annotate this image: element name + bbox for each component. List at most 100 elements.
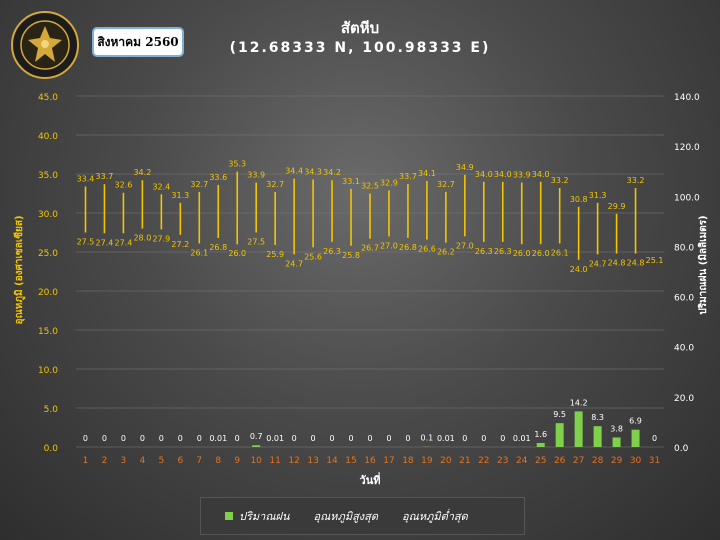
rain-value-label: 0 xyxy=(102,434,107,443)
x-tick-label: 23 xyxy=(497,456,508,466)
max-temp-label: 33.1 xyxy=(342,177,360,186)
rain-value-label: 0 xyxy=(311,434,316,443)
rain-value-label: 3.8 xyxy=(610,424,623,433)
min-temp-label: 25.6 xyxy=(304,252,322,261)
legend-rain-label: ปริมาณฝน xyxy=(239,510,290,523)
min-temp-label: 27.2 xyxy=(171,240,189,249)
rain-value-label: 0 xyxy=(367,434,372,443)
rain-swatch xyxy=(225,512,233,520)
min-temp-label: 25.1 xyxy=(646,256,664,265)
legend-max-label: อุณหภูมิสูงสุด xyxy=(313,510,379,523)
max-temp-label: 33.7 xyxy=(399,172,417,181)
rain-value-label: 0 xyxy=(121,434,126,443)
x-tick-label: 7 xyxy=(196,456,202,466)
y-left-tick-label: 40.0 xyxy=(38,132,58,142)
rain-value-label: 0.7 xyxy=(250,432,263,441)
max-temp-label: 33.4 xyxy=(77,174,95,183)
x-tick-label: 31 xyxy=(649,456,660,466)
min-temp-label: 25.8 xyxy=(342,251,360,260)
min-temp-label: 26.3 xyxy=(475,247,493,256)
x-tick-label: 26 xyxy=(554,456,566,466)
min-temp-label: 25.9 xyxy=(266,250,284,259)
max-temp-label: 32.4 xyxy=(152,182,170,191)
max-temp-label: 32.7 xyxy=(266,180,284,189)
rain-value-label: 0.01 xyxy=(266,434,284,443)
rain-bar xyxy=(574,411,583,447)
min-temp-label: 24.8 xyxy=(627,259,645,268)
rain-value-label: 0 xyxy=(405,434,410,443)
rain-value-label: 0 xyxy=(197,434,202,443)
legend-min-label: อุณหภูมิต่ำสุด xyxy=(402,510,468,523)
min-temp-label: 26.6 xyxy=(418,245,436,254)
min-temp-label: 24.7 xyxy=(589,259,607,268)
rain-value-label: 0 xyxy=(140,434,145,443)
max-temp-label: 30.8 xyxy=(570,195,588,204)
max-temp-label: 34.9 xyxy=(456,163,474,172)
max-temp-label: 34.3 xyxy=(304,167,322,176)
x-tick-label: 3 xyxy=(121,456,127,466)
x-tick-label: 13 xyxy=(307,456,318,466)
y-left-tick-label: 30.0 xyxy=(38,210,58,220)
max-temp-label: 33.7 xyxy=(96,172,114,181)
legend-min-temp: อุณหภูมิต่ำสุด xyxy=(402,507,468,525)
max-temp-label: 34.2 xyxy=(133,168,151,177)
min-temp-label: 26.3 xyxy=(323,247,341,256)
max-temp-label: 35.3 xyxy=(228,160,246,169)
max-temp-label: 34.0 xyxy=(475,170,493,179)
x-tick-label: 29 xyxy=(611,456,623,466)
rain-value-label: 0 xyxy=(348,434,353,443)
x-axis-title: วันที่ xyxy=(360,472,381,487)
max-temp-label: 33.6 xyxy=(209,173,227,182)
x-tick-label: 2 xyxy=(102,456,108,466)
legend-rain: ปริมาณฝน xyxy=(225,507,290,525)
max-temp-label: 32.9 xyxy=(380,178,398,187)
x-tick-label: 16 xyxy=(364,456,376,466)
min-temp-label: 28.0 xyxy=(133,234,151,243)
rain-value-label: 0.01 xyxy=(513,434,531,443)
x-tick-label: 1 xyxy=(83,456,89,466)
min-temp-label: 26.2 xyxy=(437,248,455,257)
y-right-tick-label: 20.0 xyxy=(674,394,694,404)
x-tick-label: 30 xyxy=(630,456,642,466)
meteorological-department-logo xyxy=(11,11,79,79)
y-left-tick-label: 45.0 xyxy=(38,93,58,103)
rain-value-label: 0 xyxy=(500,434,505,443)
min-temp-label: 26.7 xyxy=(361,244,379,253)
y-right-tick-label: 0.0 xyxy=(674,444,689,454)
rain-bar xyxy=(593,426,602,447)
rain-value-label: 14.2 xyxy=(570,398,588,407)
x-tick-label: 22 xyxy=(478,456,489,466)
min-temp-label: 27.0 xyxy=(380,241,398,250)
min-temp-label: 27.4 xyxy=(115,238,133,247)
y-left-tick-label: 10.0 xyxy=(38,366,58,376)
rain-value-label: 0 xyxy=(386,434,391,443)
rain-value-label: 0 xyxy=(159,434,164,443)
rain-value-label: 0 xyxy=(652,434,657,443)
min-temp-label: 27.0 xyxy=(456,241,474,250)
y-right-tick-label: 140.0 xyxy=(674,93,700,103)
rain-value-label: 0.1 xyxy=(421,434,434,443)
max-temp-label: 33.2 xyxy=(627,176,645,185)
y-left-tick-label: 20.0 xyxy=(38,288,58,298)
rain-bar xyxy=(612,437,621,447)
max-temp-label: 34.0 xyxy=(494,170,512,179)
max-temp-label: 33.9 xyxy=(247,171,265,180)
rain-bar xyxy=(631,429,640,447)
legend-max-temp: อุณหภูมิสูงสุด xyxy=(314,507,379,525)
min-temp-label: 24.8 xyxy=(608,259,626,268)
x-tick-label: 10 xyxy=(250,456,262,466)
min-temp-label: 27.5 xyxy=(77,238,95,247)
min-temp-label: 27.5 xyxy=(247,238,265,247)
min-temp-label: 26.0 xyxy=(513,249,531,258)
x-tick-label: 6 xyxy=(177,456,183,466)
y-right-tick-label: 100.0 xyxy=(674,193,700,203)
min-temp-label: 26.8 xyxy=(399,243,417,252)
min-temp-label: 26.8 xyxy=(209,243,227,252)
chart-title: สัตหีบ xyxy=(340,19,380,37)
x-tick-label: 20 xyxy=(440,456,452,466)
x-tick-label: 27 xyxy=(573,456,584,466)
min-temp-label: 26.3 xyxy=(494,247,512,256)
min-temp-label: 26.1 xyxy=(551,248,569,257)
y-left-tick-label: 0.0 xyxy=(44,444,59,454)
